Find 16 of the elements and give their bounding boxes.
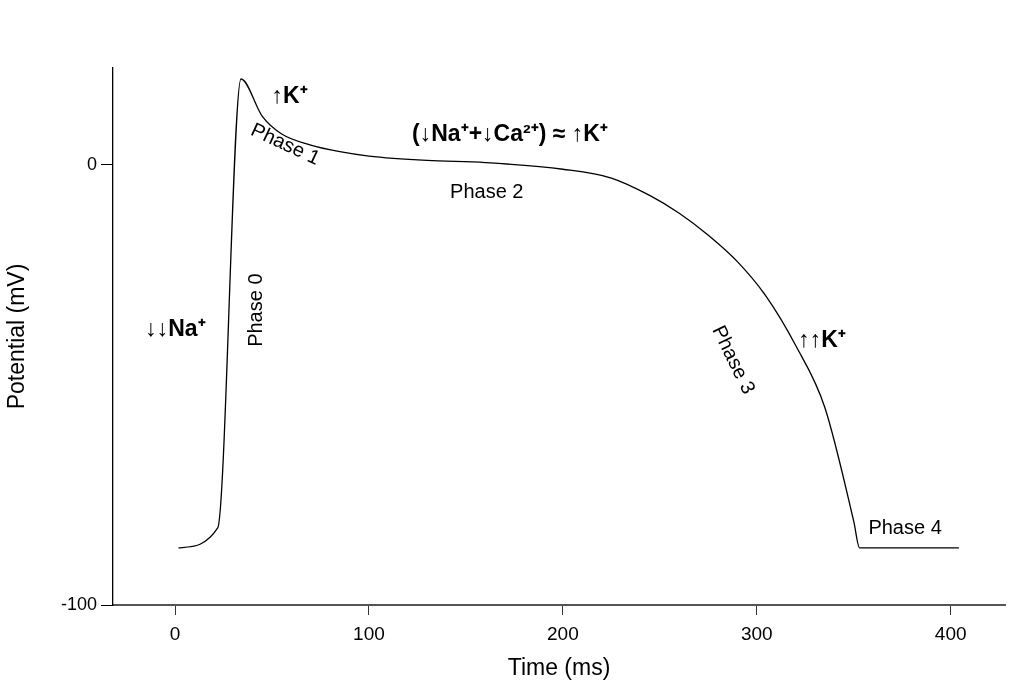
annotation: (↓Na⁺+↓Ca²⁺) ≈ ↑K⁺ (412, 120, 608, 147)
annotation: ↑K⁺ (271, 82, 308, 109)
annotation: ↑↑K⁺ (798, 325, 846, 352)
annotation: Phase 4 (868, 515, 942, 538)
x-tick-label: 400 (934, 622, 967, 644)
x-tick-label: 0 (169, 622, 181, 644)
x-tick-label: 200 (547, 622, 579, 644)
x-tick-label: 300 (740, 622, 773, 644)
y-axis-title: Potential (mV) (3, 263, 30, 410)
annotation: Phase 3 (708, 321, 761, 398)
annotation: Phase 0 (244, 273, 267, 347)
y-tick-label: -100 (60, 593, 97, 614)
annotation: Phase 2 (450, 179, 524, 202)
x-axis-title: Time (ms) (507, 653, 611, 680)
annotation: ↓↓Na⁺ (145, 315, 206, 342)
x-tick-label: 100 (353, 622, 385, 644)
